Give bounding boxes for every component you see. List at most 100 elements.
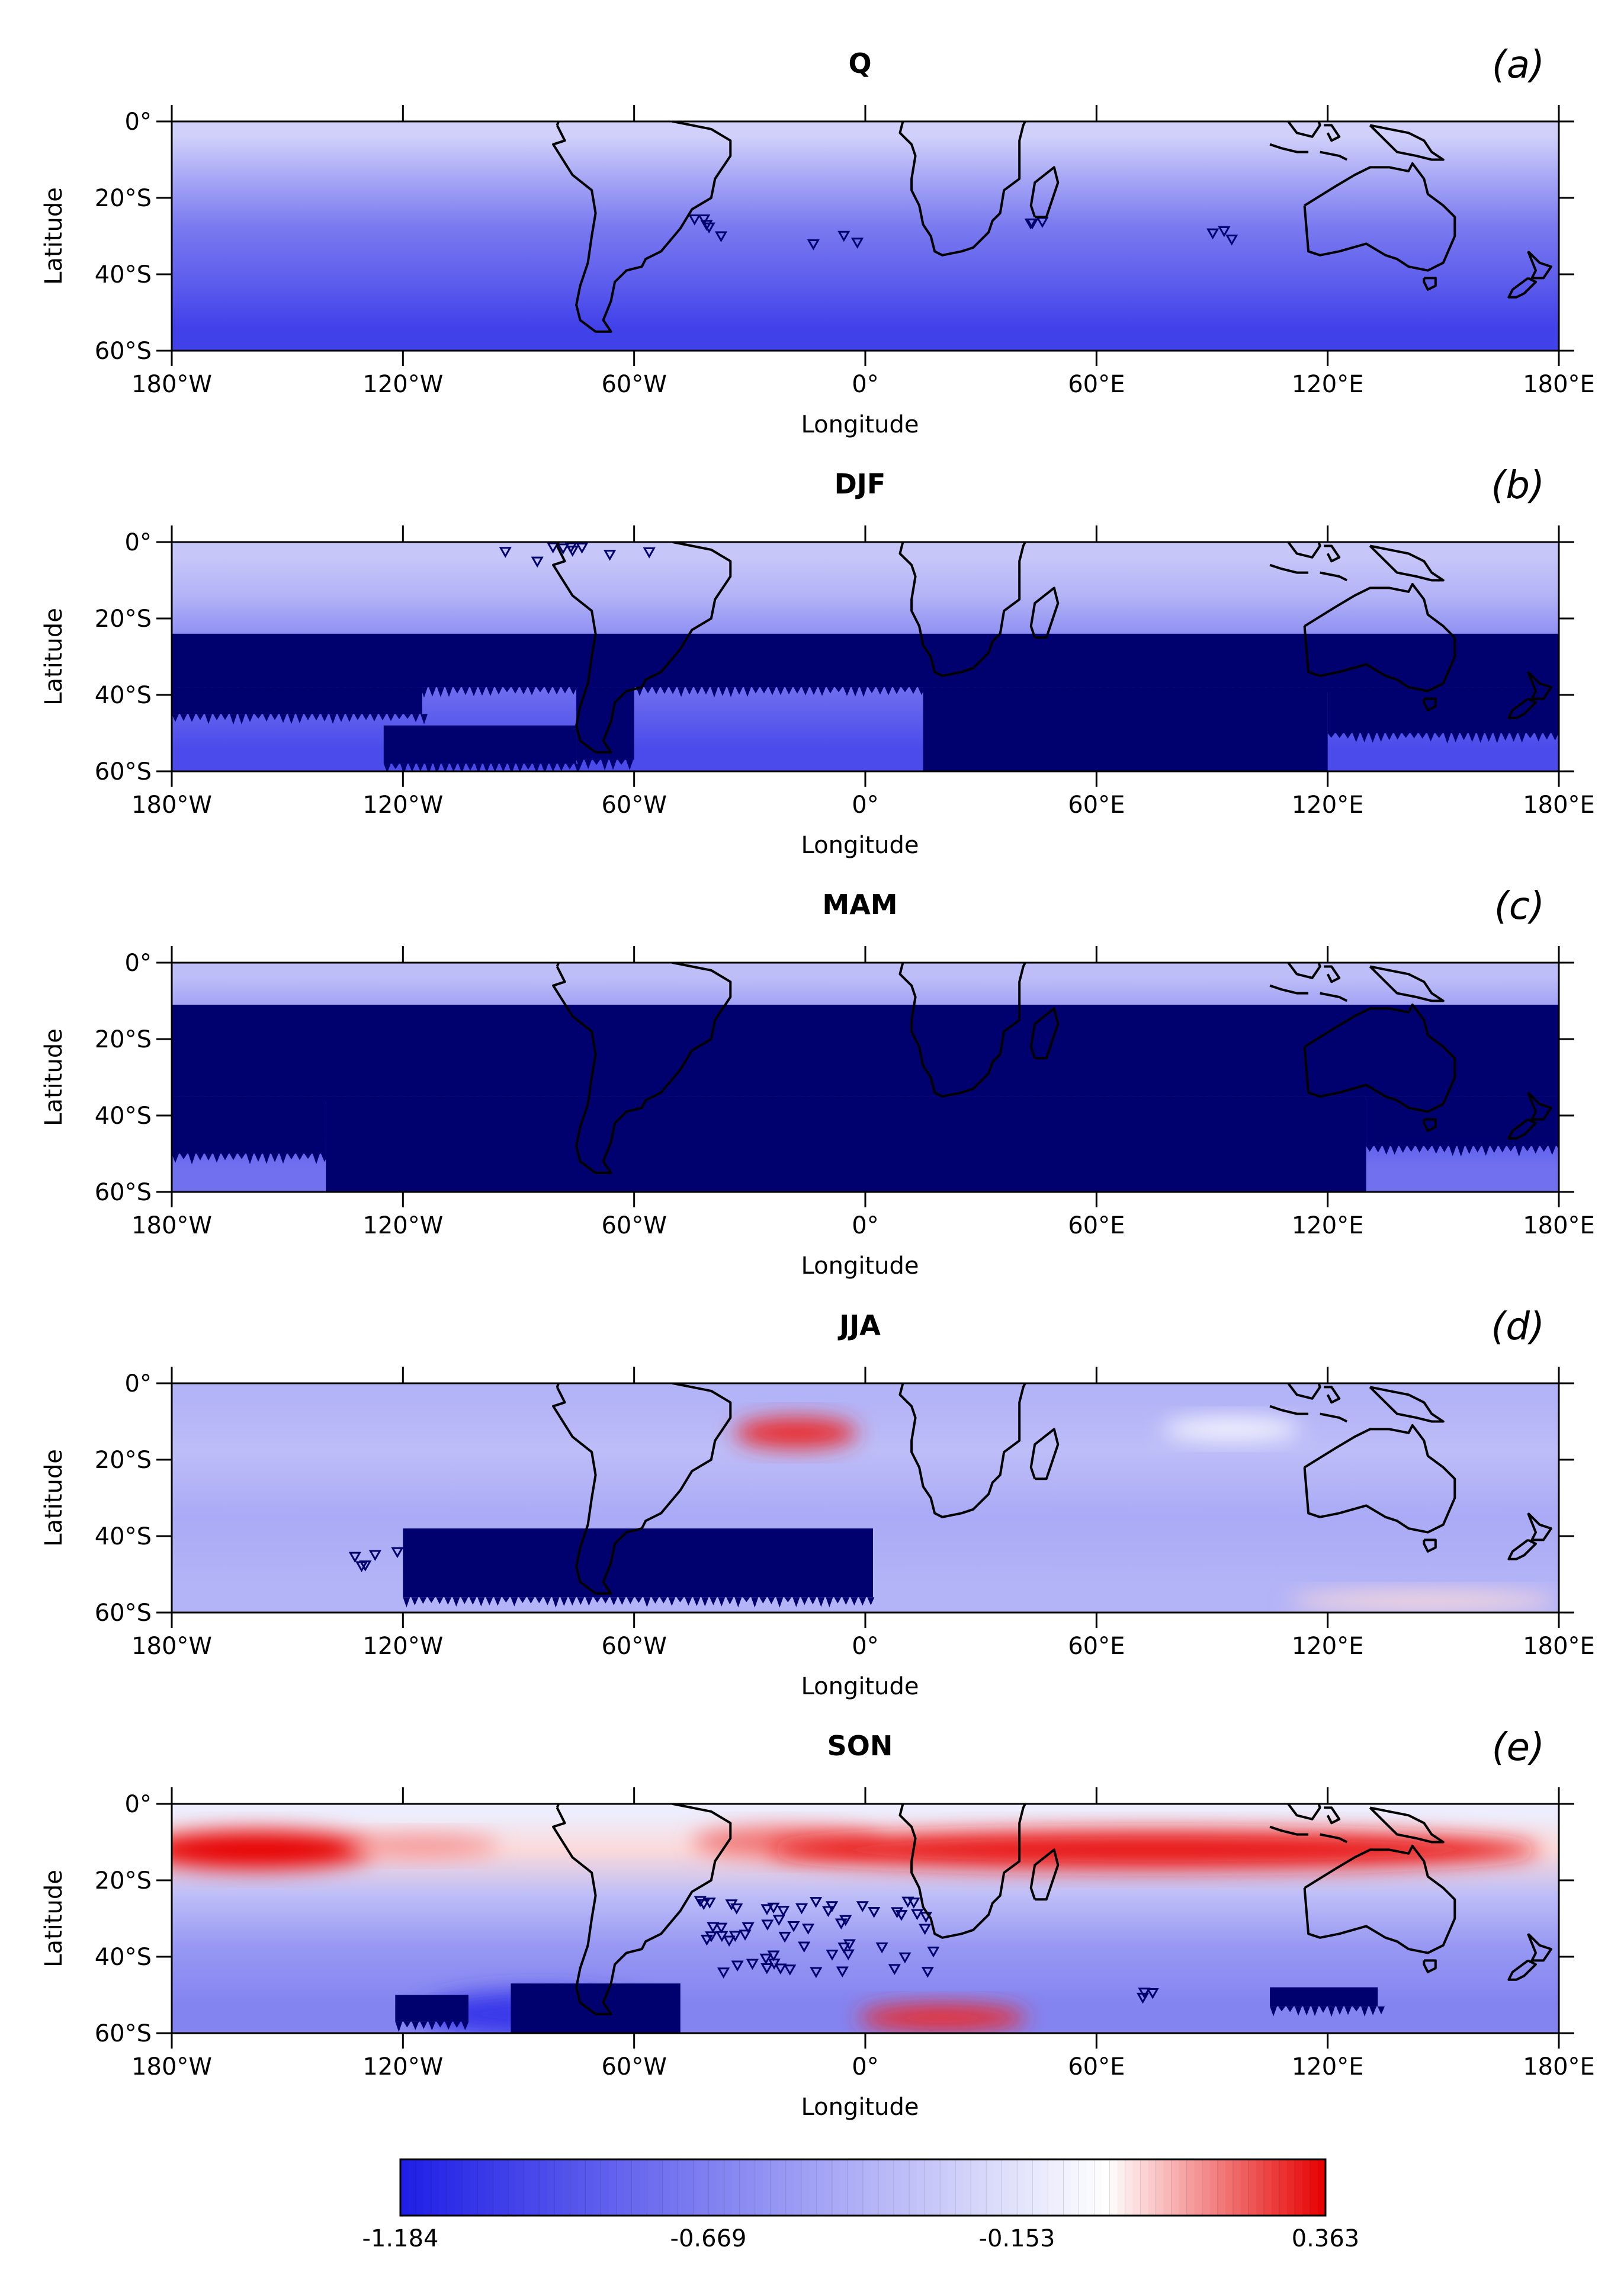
colorbar-swatch — [1032, 2159, 1041, 2216]
significance-region-2 — [172, 1096, 328, 1165]
significance-marker — [608, 1192, 615, 1198]
colorbar-swatch — [693, 2159, 702, 2216]
significance-marker — [777, 687, 784, 695]
y-tick-label: 0° — [125, 950, 152, 977]
significance-marker — [384, 1192, 391, 1203]
significance-marker — [798, 1941, 811, 1953]
colorbar-swatch — [439, 2159, 447, 2216]
significance-marker — [907, 1897, 920, 1909]
significance-marker — [660, 1597, 667, 1604]
significance-marker — [416, 764, 424, 771]
significance-marker — [502, 1597, 510, 1603]
significance-marker — [669, 687, 676, 694]
x-tick-label: 180°W — [131, 1633, 212, 1660]
colorbar-swatch — [631, 2159, 640, 2216]
significance-marker — [707, 1922, 720, 1934]
significance-marker — [442, 1192, 449, 1201]
significance-marker — [492, 1192, 499, 1202]
coastline-4 — [1423, 697, 1437, 711]
significance-marker — [499, 547, 512, 558]
significance-marker — [836, 1966, 849, 1978]
significance-marker — [957, 771, 964, 781]
coastline-2 — [1029, 1848, 1060, 1901]
significance-marker — [222, 714, 229, 720]
significance-marker — [188, 714, 195, 722]
colorbar-swatch — [1148, 2159, 1157, 2216]
significance-marker — [1122, 1192, 1129, 1198]
colorbar-swatch — [816, 2159, 825, 2216]
significance-marker — [566, 764, 573, 770]
significance-fill — [1327, 687, 1559, 733]
colorbar-swatch — [524, 2159, 532, 2216]
significance-marker — [1399, 1146, 1407, 1153]
significance-fill — [1270, 1987, 1378, 2006]
significance-marker — [1535, 733, 1542, 742]
significance-fill — [511, 1983, 681, 2033]
significance-marker — [1353, 2006, 1360, 2012]
significance-marker — [1540, 1146, 1548, 1152]
anomaly-blob-4 — [857, 2004, 1028, 2031]
coastline-11 — [1320, 992, 1348, 1002]
y-tick-label: 20°S — [95, 1026, 152, 1053]
significance-marker — [577, 1597, 585, 1605]
significance-marker — [495, 687, 502, 695]
significance-marker — [532, 764, 540, 771]
significance-marker — [627, 2033, 634, 2044]
significance-marker — [919, 1924, 932, 1935]
significance-marker — [271, 1153, 278, 1162]
x-tick-label: 180°W — [131, 1212, 212, 1239]
significance-marker — [873, 1192, 880, 1200]
significance-marker — [1477, 733, 1484, 743]
significance-marker — [433, 764, 441, 771]
significance-marker — [839, 1915, 852, 1927]
x-tick-label: 180°E — [1523, 1633, 1595, 1660]
significance-marker — [1136, 1992, 1150, 2004]
coastline-7 — [1369, 1806, 1445, 1844]
colorbar-swatch — [948, 2159, 956, 2216]
significance-marker — [1416, 1146, 1423, 1153]
significance-region-6 — [499, 542, 656, 568]
significance-marker — [326, 1192, 333, 1202]
significance-marker — [1366, 1146, 1373, 1152]
x-tick-label: 0° — [852, 1212, 878, 1239]
significance-marker — [321, 714, 328, 722]
significance-marker — [810, 1967, 823, 1979]
significance-marker — [1286, 2006, 1294, 2012]
significance-marker — [727, 687, 734, 697]
significance-region-3 — [1136, 1988, 1159, 2004]
significance-marker — [1172, 771, 1179, 781]
significance-marker — [420, 2021, 428, 2029]
significance-marker — [602, 2033, 609, 2041]
y-axis-label: Latitude — [40, 608, 68, 706]
colorbar-swatch — [1186, 2159, 1195, 2216]
significance-marker — [885, 687, 892, 695]
significance-marker — [821, 1906, 835, 1918]
significance-marker — [560, 1597, 568, 1606]
significance-marker — [927, 1946, 940, 1958]
significance-marker — [939, 1192, 946, 1199]
significance-fill — [403, 1528, 874, 1598]
coastline-8 — [1286, 121, 1321, 138]
coastline-9 — [1324, 965, 1341, 983]
significance-marker — [769, 687, 776, 695]
panel-label: (c) — [1494, 884, 1545, 928]
significance-marker — [888, 1964, 901, 1975]
coastline-10 — [1269, 143, 1309, 153]
significance-region-3 — [383, 725, 582, 771]
significance-marker — [368, 1550, 381, 1561]
significance-marker — [1460, 733, 1468, 741]
colorbar-swatch — [1140, 2159, 1149, 2216]
significance-marker — [774, 1963, 787, 1975]
significance-marker — [454, 687, 461, 694]
significance-marker — [391, 764, 399, 770]
colorbar-swatch — [855, 2159, 864, 2216]
significance-marker — [694, 687, 701, 695]
significance-marker — [686, 687, 693, 695]
significance-marker — [404, 714, 411, 719]
coastline-8 — [1286, 1383, 1321, 1400]
colorbar-swatch — [839, 2159, 848, 2216]
colorbar-swatch — [747, 2159, 756, 2216]
x-tick-label: 180°W — [131, 791, 212, 819]
significance-marker — [1138, 1192, 1145, 1203]
significance-marker — [569, 2033, 576, 2042]
